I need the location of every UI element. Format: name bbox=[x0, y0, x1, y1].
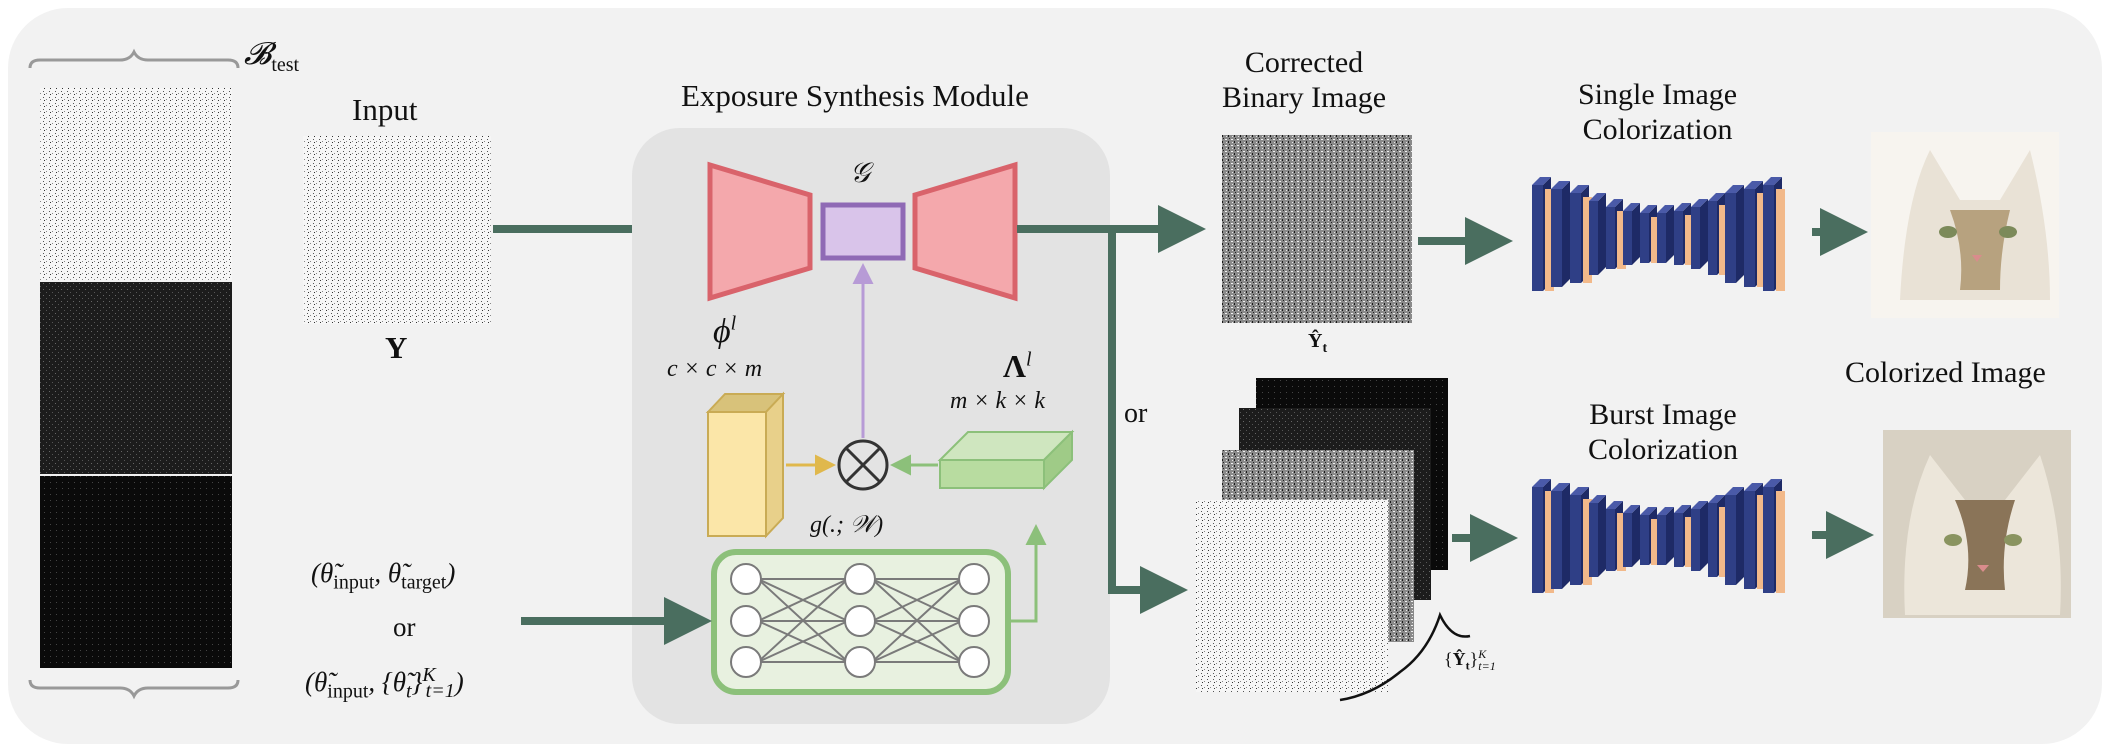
bottom-brace bbox=[28, 679, 240, 700]
unet-block bbox=[1763, 479, 1785, 593]
theta-pair-burst: (θ̃input, {θ̃t}Kt=1) bbox=[305, 664, 464, 703]
unet-block bbox=[1708, 495, 1728, 577]
unet-block bbox=[1657, 507, 1674, 565]
unet-block bbox=[1570, 185, 1592, 283]
dark-exposure-image bbox=[40, 476, 232, 668]
unet-block bbox=[1570, 487, 1592, 585]
unet-block bbox=[1606, 501, 1626, 571]
phi-label: ϕl bbox=[713, 312, 737, 350]
multiply-operator bbox=[837, 439, 889, 491]
burst-image-stack bbox=[1196, 378, 1471, 702]
colorized-image-title: Colorized Image bbox=[1845, 356, 2046, 389]
decoder-trapezoid bbox=[912, 161, 1018, 302]
input-symbol: Y bbox=[385, 330, 408, 365]
single-colorization-title: Single Image Colorization bbox=[1578, 78, 1738, 146]
bright-exposure-image bbox=[40, 88, 232, 280]
burst-colorization-network bbox=[1532, 479, 1785, 593]
single-colorized-output bbox=[1871, 132, 2059, 318]
unet-block bbox=[1589, 193, 1606, 275]
burst-colorized-output bbox=[1883, 430, 2071, 618]
generator-label: 𝒢 bbox=[850, 158, 870, 189]
corrected-binary-title: Corrected Binary Image bbox=[1222, 46, 1387, 114]
mid-exposure-image bbox=[40, 282, 232, 474]
lambda-label: Λl bbox=[1003, 348, 1032, 384]
phi-tensor bbox=[705, 391, 786, 539]
unet-block bbox=[1551, 181, 1570, 287]
generator-bottleneck bbox=[820, 202, 906, 261]
arrow-generator-to-burst bbox=[1108, 229, 1188, 614]
unet-block bbox=[1657, 205, 1674, 263]
lambda-dims: m × k × k bbox=[950, 388, 1046, 414]
unet-block bbox=[1691, 501, 1708, 571]
unet-block bbox=[1708, 193, 1728, 275]
lambda-tensor bbox=[937, 429, 1075, 491]
unet-block bbox=[1532, 479, 1554, 593]
b-test-label: 𝓑test bbox=[244, 36, 300, 77]
single-colorization-network bbox=[1532, 177, 1785, 291]
mlp-network bbox=[711, 549, 1011, 695]
arrow-mlp-to-lambda bbox=[1008, 524, 1047, 623]
theta-pair-input-target: (θ̃input, θ̃target) bbox=[311, 558, 456, 594]
unet-block bbox=[1589, 495, 1606, 577]
corrected-symbol: Ŷt bbox=[1308, 330, 1328, 356]
b-test-stack bbox=[28, 48, 240, 700]
unet-block bbox=[1674, 505, 1694, 567]
unet-block bbox=[1725, 185, 1744, 283]
top-brace bbox=[28, 48, 240, 69]
unet-block bbox=[1623, 505, 1640, 567]
or-label-left: or bbox=[393, 612, 416, 642]
esm-title: Exposure Synthesis Module bbox=[681, 78, 1029, 113]
unet-block bbox=[1763, 177, 1785, 291]
unet-block bbox=[1674, 203, 1694, 265]
input-label: Input bbox=[352, 92, 418, 127]
unet-block bbox=[1691, 199, 1708, 269]
unet-block bbox=[1640, 205, 1660, 263]
or-label-mid: or bbox=[1124, 398, 1148, 429]
input-image bbox=[303, 136, 491, 324]
unet-block bbox=[1744, 181, 1766, 287]
unet-block bbox=[1725, 487, 1744, 585]
phi-dims: c × c × m bbox=[667, 356, 763, 382]
burst-brace bbox=[1339, 611, 1471, 702]
corrected-binary-image bbox=[1222, 135, 1412, 323]
unet-block bbox=[1551, 483, 1570, 589]
encoder-trapezoid bbox=[707, 161, 813, 302]
burst-symbol: {Ŷt}Kt=1 bbox=[1444, 647, 1496, 673]
g-function-label: g(.; 𝒲) bbox=[810, 512, 884, 538]
unet-block bbox=[1640, 507, 1660, 565]
unet-block bbox=[1532, 177, 1554, 291]
unet-block bbox=[1744, 483, 1766, 589]
unet-block bbox=[1606, 199, 1626, 269]
unet-block bbox=[1623, 203, 1640, 265]
burst-colorization-title: Burst Image Colorization bbox=[1588, 398, 1738, 466]
